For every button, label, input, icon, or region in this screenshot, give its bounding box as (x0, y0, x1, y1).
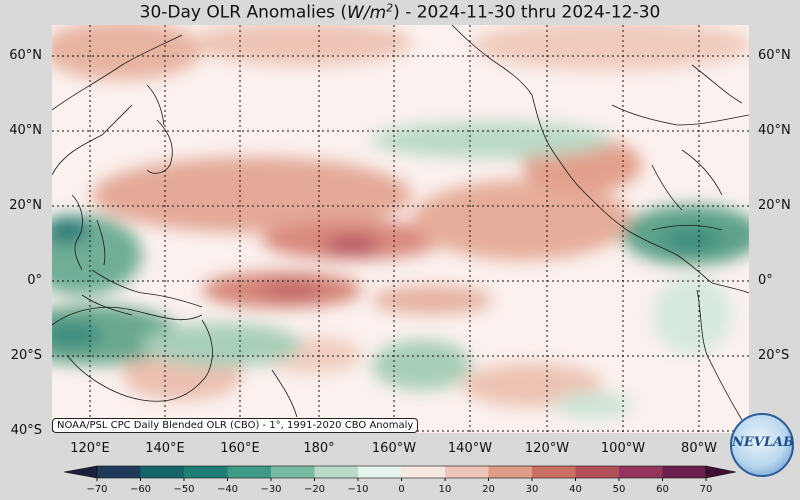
colorbar-cell (271, 466, 315, 478)
lat-label-left: 0° (27, 273, 42, 288)
colorbar-cell (488, 466, 533, 478)
colorbar-cell (358, 466, 402, 478)
colorbar-cell (97, 466, 141, 478)
title-text: 30-Day OLR Anomalies ( (139, 2, 348, 23)
colorbar-tick-label: 40 (569, 484, 582, 495)
colorbar-tick-label: −10 (347, 484, 369, 495)
lon-label: 120°E (70, 441, 110, 456)
lat-label-left: 40°N (9, 123, 42, 138)
graticule (52, 25, 749, 433)
colorbar-tick-label: −70 (86, 484, 108, 495)
lon-label: 160°E (220, 441, 260, 456)
title-unit-exponent: 2 (386, 1, 394, 14)
colorbar-cell (227, 466, 272, 478)
colorbar-cell (401, 466, 446, 478)
colorbar-cell (619, 466, 663, 478)
colorbar-tick-label: −50 (173, 484, 195, 495)
colorbar-cell (532, 466, 576, 478)
lon-label: 80°W (681, 441, 717, 456)
colorbar-tick-marks (96, 478, 707, 481)
colorbar-cell (575, 466, 620, 478)
colorbar-cells (63, 465, 737, 479)
colorbar-extend-high (705, 465, 737, 479)
colorbar-cell (184, 466, 228, 478)
lat-label-right: 0° (758, 273, 773, 288)
title-date-range: ) - 2024-11-30 thru 2024-12-30 (393, 2, 661, 23)
colorbar-extend-low (63, 465, 98, 479)
lat-label-right: 20°N (758, 198, 791, 213)
lon-label: 140°W (447, 441, 493, 456)
lat-label-left: 40°S (10, 423, 42, 438)
logo-text: NEVLAB (732, 435, 795, 450)
colorbar-tick-label: −30 (260, 484, 282, 495)
lat-label-right: 20°S (758, 348, 790, 363)
colorbar-tick-label: 60 (656, 484, 669, 495)
lat-label-right: 60°N (758, 48, 791, 63)
lat-label-right: 40°N (758, 123, 791, 138)
data-source-credit: NOAA/PSL CPC Daily Blended OLR (CBO) - 1… (52, 418, 419, 433)
colorbar-tick-label: −40 (216, 484, 239, 495)
colorbar-tick-label: 10 (438, 484, 452, 495)
coastlines (52, 25, 749, 421)
colorbar-cell (662, 466, 707, 478)
map-title: 30-Day OLR Anomalies (W/m2) - 2024-11-30… (0, 1, 800, 23)
olr-anomaly-map (52, 25, 749, 433)
lat-label-left: 60°N (9, 48, 42, 63)
lon-label: 120°W (524, 441, 570, 456)
title-unit: W/m (347, 2, 387, 23)
anomaly-field (52, 25, 749, 419)
colorbar-cell (140, 466, 185, 478)
colorbar-tick-label: 70 (699, 484, 713, 495)
colorbar-tick-label: 30 (525, 484, 539, 495)
lat-label-left: 20°N (9, 198, 42, 213)
colorbar-tick-label: 20 (482, 484, 495, 495)
lon-label: 180° (303, 441, 335, 456)
lon-label: 140°E (145, 441, 185, 456)
colorbar-tick-label: 0 (398, 484, 405, 495)
colorbar (63, 465, 737, 481)
colorbar-cell (314, 466, 359, 478)
colorbar-cell (445, 466, 489, 478)
colorbar-tick-label: −60 (129, 484, 152, 495)
lon-label: 160°W (371, 441, 417, 456)
lon-label: 100°W (600, 441, 646, 456)
colorbar-tick-label: 50 (612, 484, 626, 495)
map-canvas (52, 25, 749, 433)
noaa-lab-logo: NEVLAB (730, 413, 794, 477)
colorbar-tick-label: −20 (303, 484, 326, 495)
lat-label-left: 20°S (10, 348, 42, 363)
